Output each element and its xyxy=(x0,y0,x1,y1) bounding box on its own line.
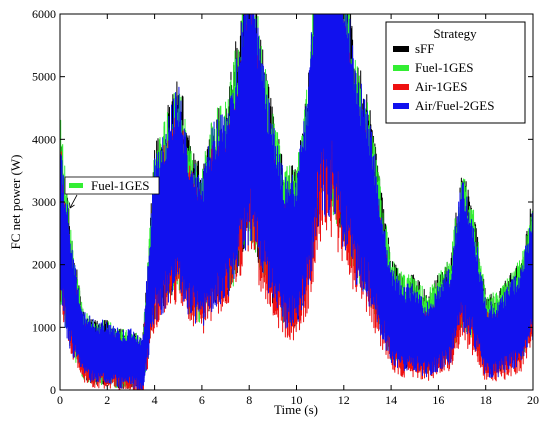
x-tick-label-0: 0 xyxy=(57,393,63,407)
legend-label-air-fuel-2ges: Air/Fuel-2GES xyxy=(415,98,494,113)
y-tick-label-6000: 6000 xyxy=(32,7,56,21)
legend: Strategy sFF Fuel-1GES Air-1GES Air/Fuel-2G… xyxy=(385,21,526,124)
x-tick-label-10: 10 xyxy=(291,393,303,407)
x-tick-label-8: 8 xyxy=(246,393,252,407)
x-axis-label: Time (s) xyxy=(274,402,318,417)
y-tick-label-5000: 5000 xyxy=(32,70,56,84)
annotation-text: Fuel-1GES xyxy=(91,178,150,193)
ticks-layer: 0 2 4 6 8 10 12 14 16 18 20 0 1000 2000 3000 4000 5000 60… xyxy=(32,7,539,407)
y-tick-label-2000: 2000 xyxy=(32,258,56,272)
y-axis-label: FC net power (W) xyxy=(8,155,23,250)
legend-title: Strategy xyxy=(433,26,477,41)
series-line-air-fuel-2ges xyxy=(60,14,533,390)
y-tick-label-3000: 3000 xyxy=(32,195,56,209)
annotation-arrow xyxy=(69,194,78,209)
y-tick-label-0: 0 xyxy=(50,383,56,397)
legend-label-fuel-1ges: Fuel-1GES xyxy=(415,60,474,75)
legend-label-air-1ges: Air-1GES xyxy=(415,79,467,94)
legend-label-sff: sFF xyxy=(415,41,435,56)
y-tick-label-4000: 4000 xyxy=(32,132,56,146)
x-tick-label-12: 12 xyxy=(338,393,350,407)
annotation-box xyxy=(64,176,160,195)
y-tick-label-1000: 1000 xyxy=(32,320,56,334)
x-tick-label-4: 4 xyxy=(152,393,158,407)
series-layer xyxy=(60,14,533,390)
x-tick-label-16: 16 xyxy=(432,393,444,407)
legend-entries: sFF Fuel-1GES Air-1GES Air/Fuel-2GES xyxy=(393,41,494,113)
x-tick-label-14: 14 xyxy=(385,393,397,407)
x-tick-label-18: 18 xyxy=(480,393,492,407)
annotation-arrowhead xyxy=(69,202,75,209)
legend-box xyxy=(385,21,526,124)
annotation: Fuel-1GES xyxy=(64,176,160,209)
x-tick-label-2: 2 xyxy=(104,393,110,407)
x-tick-label-6: 6 xyxy=(199,393,205,407)
x-tick-label-20: 20 xyxy=(527,393,539,407)
